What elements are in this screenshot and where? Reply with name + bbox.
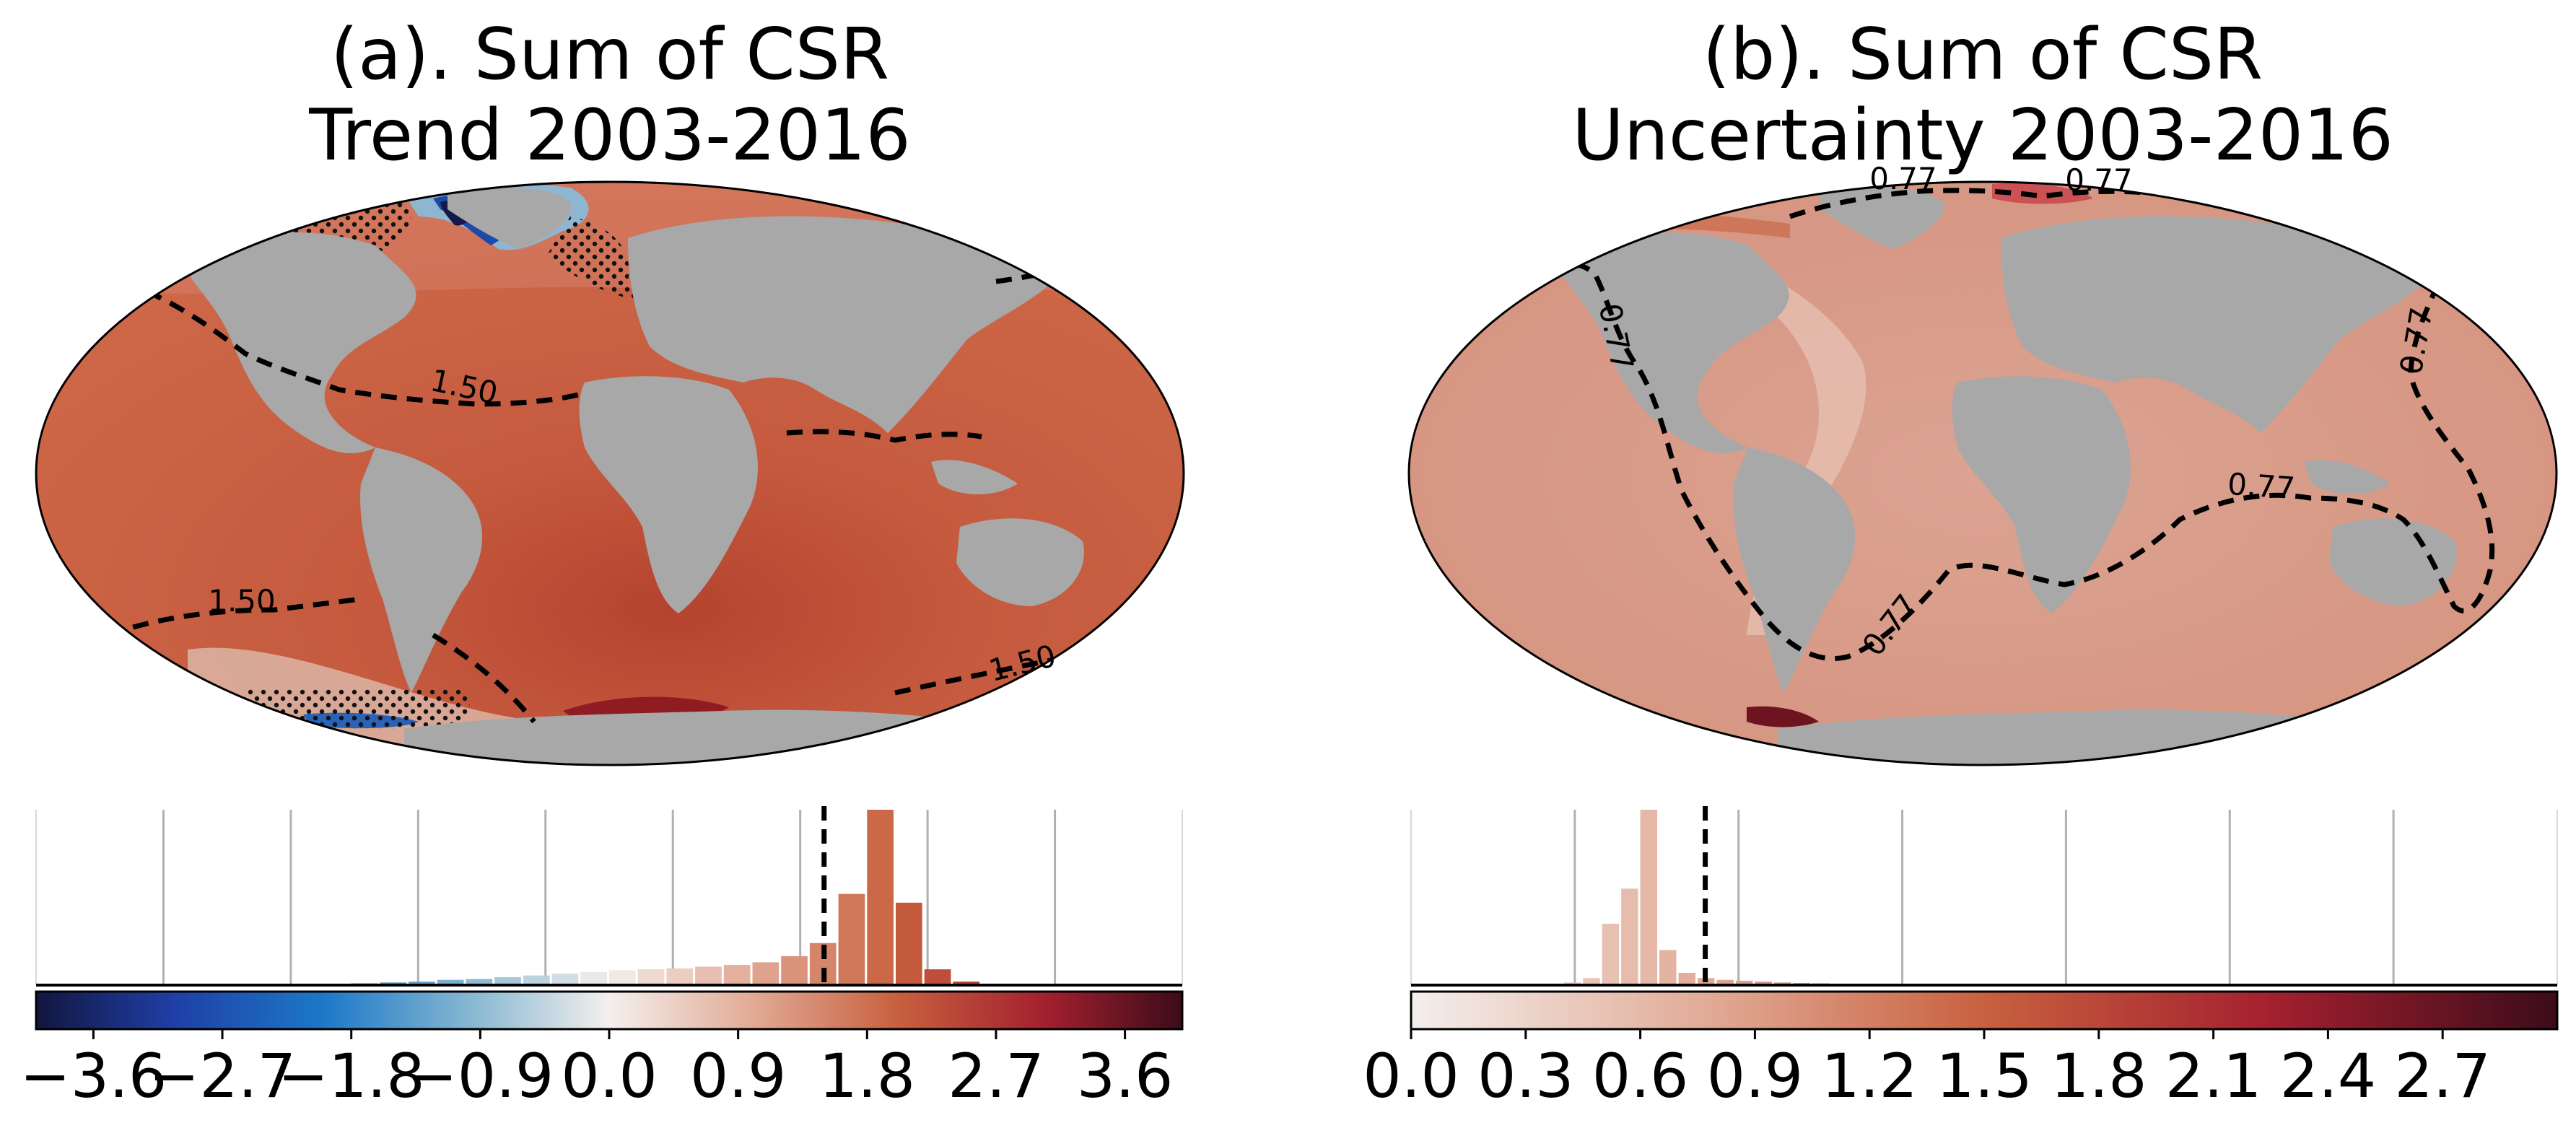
greenland-a [447,187,572,249]
maritime-continent-b [2304,460,2391,494]
histogram-bar [1621,888,1638,985]
colorbar-tick-label: −3.6 [19,1041,167,1111]
antarctica-b [1777,709,2398,765]
panel-b-title: (b). Sum of CSR Uncertainty 2003-2016 [1409,14,2557,176]
panel-a-title: (a). Sum of CSR Trend 2003-2016 [36,14,1184,176]
panel-b-title-line1: (b). Sum of CSR [1702,14,2263,96]
maritime-continent-a [931,460,1018,494]
contour-label-b3: 0.77 [2065,162,2133,198]
contour-line-north-atlantic [121,279,585,407]
histogram-bar [551,974,579,985]
panel-a-map: 1.50 1.50 1.50 [35,180,1185,766]
histogram-bar [1640,810,1658,985]
atlantic-light-band-b [1718,253,1866,635]
contour-label-b5: 0.77 [2227,466,2297,506]
colorbar-tick-label: 2.7 [948,1041,1044,1111]
histogram-bar [1716,979,1734,985]
north-america-a [177,232,416,454]
colorbar-a-ticks: −3.6−2.7−1.8−0.9 0.0 0.9 1.8 2.7 3.6 [19,1029,1173,1111]
colorbar-tick-label: −0.9 [406,1041,554,1111]
stipple-north-atlantic-east [549,217,707,303]
south-america-b [1733,447,1856,693]
colorbar-tick-label: 1.5 [1936,1041,2033,1111]
histogram-bar [609,970,636,985]
colorbar-tick-label: 0.0 [561,1041,658,1111]
colorbar-tick-label: −1.8 [278,1041,425,1111]
histogram-bar [494,977,521,985]
colorbar-a: −3.6−2.7−1.8−0.9 0.0 0.9 1.8 2.7 3.6 [19,990,1184,1111]
histogram-b [1410,806,2558,987]
histogram-a [35,806,1183,987]
histogram-bar [1659,950,1677,985]
histogram-bar [580,971,607,985]
histogram-bar [1583,978,1600,985]
colorbar-tick-label: 0.3 [1477,1041,1574,1111]
histogram-bar [409,981,435,985]
histogram-bar [666,968,694,985]
histogram-bar [896,902,922,985]
histogram-bar [924,969,951,985]
colorbar-tick-label: 1.2 [1821,1041,1918,1111]
contour-line-indian [786,429,982,443]
colorbar-tick-label: 1.8 [2051,1041,2147,1111]
colorbar-a-gradient [35,990,1184,1031]
north-america-b [1550,232,1789,454]
contour-line-south-pacific [107,596,362,638]
globe-outline-a [35,180,1185,766]
colorbar-b-ticks: 0.0 0.3 0.6 0.9 1.2 1.5 1.8 2.1 2.4 2.7 [1363,1029,2491,1111]
histogram-bar [466,979,493,985]
colorbar-tick-label: 0.9 [1707,1041,1804,1111]
histogram-bar [781,956,808,985]
eurasia-b [2001,216,2434,433]
histogram-bar [752,962,780,985]
histogram-bar [953,981,980,985]
histogram-bar [867,810,894,985]
colorbar-b-gradient [1410,990,2559,1031]
stipple-southern-ocean [245,689,470,729]
south-america-a [360,447,483,693]
colorbar-tick-label: −2.7 [149,1041,296,1111]
colorbar-b: 0.0 0.3 0.6 0.9 1.2 1.5 1.8 2.1 2.4 2.7 [1363,990,2559,1111]
colorbar-tick-label: 0.9 [690,1041,787,1111]
africa-a [579,376,758,613]
colorbar-tick-label: 2.1 [2165,1041,2262,1111]
histogram-bar [637,969,665,985]
histogram-bar [723,965,751,985]
colorbar-tick-label: 2.7 [2394,1041,2491,1111]
colorbar-tick-label: 0.0 [1363,1041,1459,1111]
histogram-bar [838,893,865,985]
panel-b-title-line2: Uncertainty 2003-2016 [1572,95,2393,177]
antarctica-a [404,709,1025,765]
weddell-anomaly-b [1747,706,1819,727]
histogram-bar [1678,972,1695,985]
panel-a-title-line1: (a). Sum of CSR [330,14,890,96]
land-a [177,187,1084,765]
eurasia-a [628,216,1061,433]
histogram-bar [1602,923,1620,985]
histogram-bar [695,966,722,985]
colorbar-tick-label: 3.6 [1077,1041,1174,1111]
histogram-bar [1755,981,1772,985]
australia-b [2329,518,2457,606]
histogram-bar [1735,980,1753,985]
panel-a-title-line2: Trend 2003-2016 [309,95,911,177]
histogram-bar [523,975,550,985]
contour-label-b2: 0.77 [1869,161,1937,196]
globe-outline-b [1407,180,2558,766]
contour-line-077-main [1522,260,2495,661]
colorbar-tick-label: 2.4 [2280,1041,2377,1111]
contour-label-a2: 1.50 [208,583,276,618]
panel-b-map: 0.77 0.77 0.77 0.77 0.77 0.77 [1407,161,2558,766]
histogram-bar [437,979,464,985]
africa-b [1952,376,2131,613]
australia-a [956,518,1084,606]
contour-line-drake [432,632,536,724]
arctic-anomaly-b [1992,183,2093,204]
colorbar-tick-label: 0.6 [1592,1041,1689,1111]
land-b [1550,187,2457,765]
colorbar-tick-label: 1.8 [819,1041,916,1111]
